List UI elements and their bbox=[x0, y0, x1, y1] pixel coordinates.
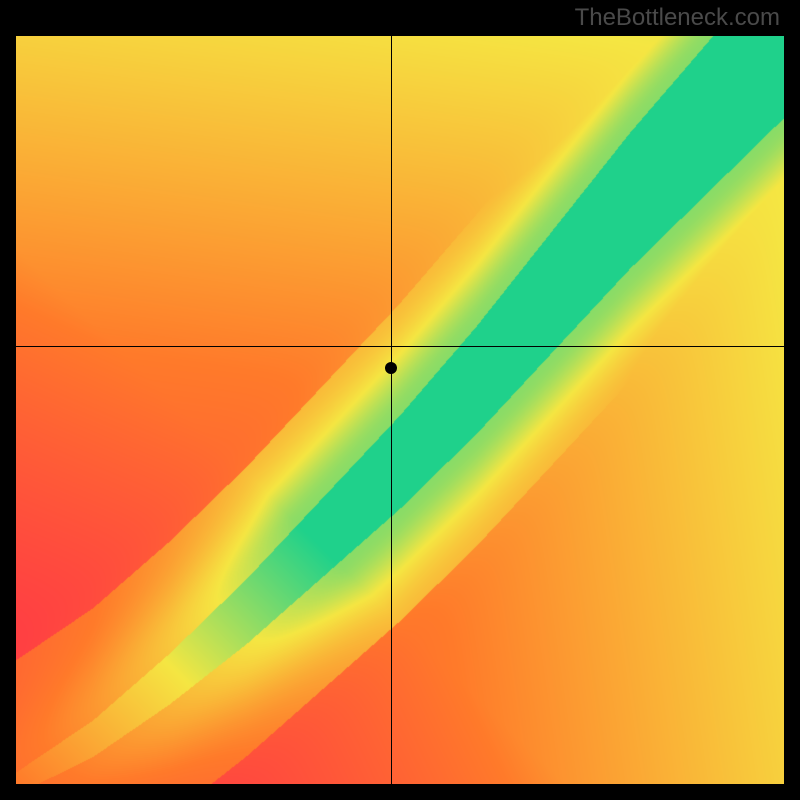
heatmap-canvas bbox=[16, 36, 784, 784]
watermark-text: TheBottleneck.com bbox=[575, 4, 780, 32]
crosshair-horizontal bbox=[16, 346, 784, 347]
data-point-marker bbox=[385, 362, 397, 374]
chart-container: TheBottleneck.com bbox=[0, 0, 800, 800]
crosshair-vertical bbox=[391, 36, 392, 784]
